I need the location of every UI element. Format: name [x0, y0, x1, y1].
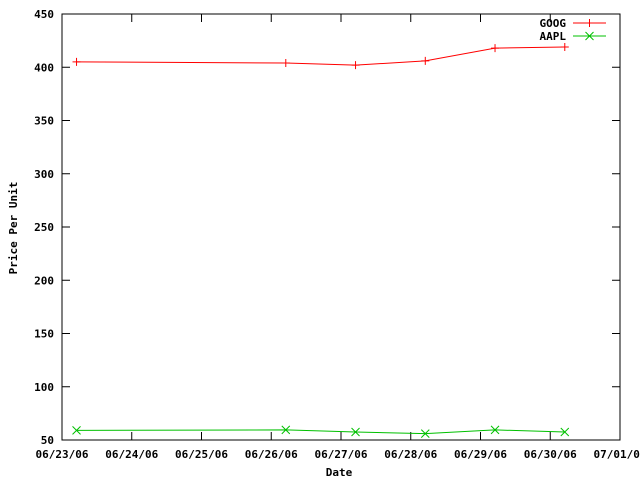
- legend-label-goog: GOOG: [540, 17, 567, 30]
- series-goog: [72, 43, 569, 70]
- series-group: [72, 43, 570, 438]
- data-point-aapl-1: [72, 426, 81, 435]
- y-tick-label-100: 100: [34, 381, 54, 394]
- x-tick-label-06-30-06: 06/30/06: [524, 448, 577, 461]
- data-point-goog-1: [72, 57, 81, 66]
- x-tick-label-06-23-06: 06/23/06: [36, 448, 89, 461]
- data-point-goog-4: [421, 56, 430, 65]
- data-point-goog-6: [560, 43, 569, 52]
- data-point-aapl-3: [351, 427, 360, 437]
- series-line-aapl: [76, 429, 565, 435]
- x-axis: 06/23/06 06/24/06 06/25/06 06/26/06 06/27/06…: [36, 14, 640, 461]
- x-tick-label-06-28-06: 06/28/06: [384, 448, 437, 461]
- y-tick-label-200: 200: [34, 274, 54, 287]
- y-tick-label-350: 350: [34, 115, 54, 128]
- x-axis-label: Date: [326, 466, 353, 479]
- legend-marker-aapl: [585, 31, 594, 41]
- data-point-aapl-5: [490, 425, 500, 435]
- y-axis: 50 100 150 200 250 300 350 400 450: [34, 8, 620, 447]
- data-point-aapl-4: [420, 429, 430, 438]
- data-point-aapl-2: [281, 425, 291, 435]
- data-point-goog-2: [281, 58, 290, 67]
- x-tick-label-06-24-06: 06/24/06: [105, 448, 158, 461]
- y-tick-label-250: 250: [34, 221, 54, 234]
- legend-label-aapl: AAPL: [540, 30, 567, 43]
- data-point-aapl-6: [560, 427, 570, 437]
- y-tick-label-300: 300: [34, 168, 54, 181]
- y-tick-label-150: 150: [34, 328, 54, 341]
- data-point-goog-5: [491, 44, 500, 53]
- x-tick-label-06-25-06: 06/25/06: [175, 448, 228, 461]
- y-tick-label-450: 450: [34, 8, 54, 21]
- legend-marker-goog: [585, 19, 594, 27]
- plot-frame: [61, 13, 621, 441]
- x-tick-label-06-26-06: 06/26/06: [245, 448, 298, 461]
- series-aapl: [72, 425, 570, 438]
- y-tick-label-400: 400: [34, 61, 54, 74]
- data-point-goog-3: [351, 61, 360, 70]
- x-tick-label-07-01-06: 07/01/06: [594, 448, 640, 461]
- x-tick-label-06-29-06: 06/29/06: [454, 448, 507, 461]
- y-axis-label: Price Per Unit: [7, 182, 20, 275]
- y-tick-label-50: 50: [41, 434, 54, 447]
- x-tick-label-06-27-06: 06/27/06: [315, 448, 368, 461]
- series-line-goog: [76, 46, 565, 66]
